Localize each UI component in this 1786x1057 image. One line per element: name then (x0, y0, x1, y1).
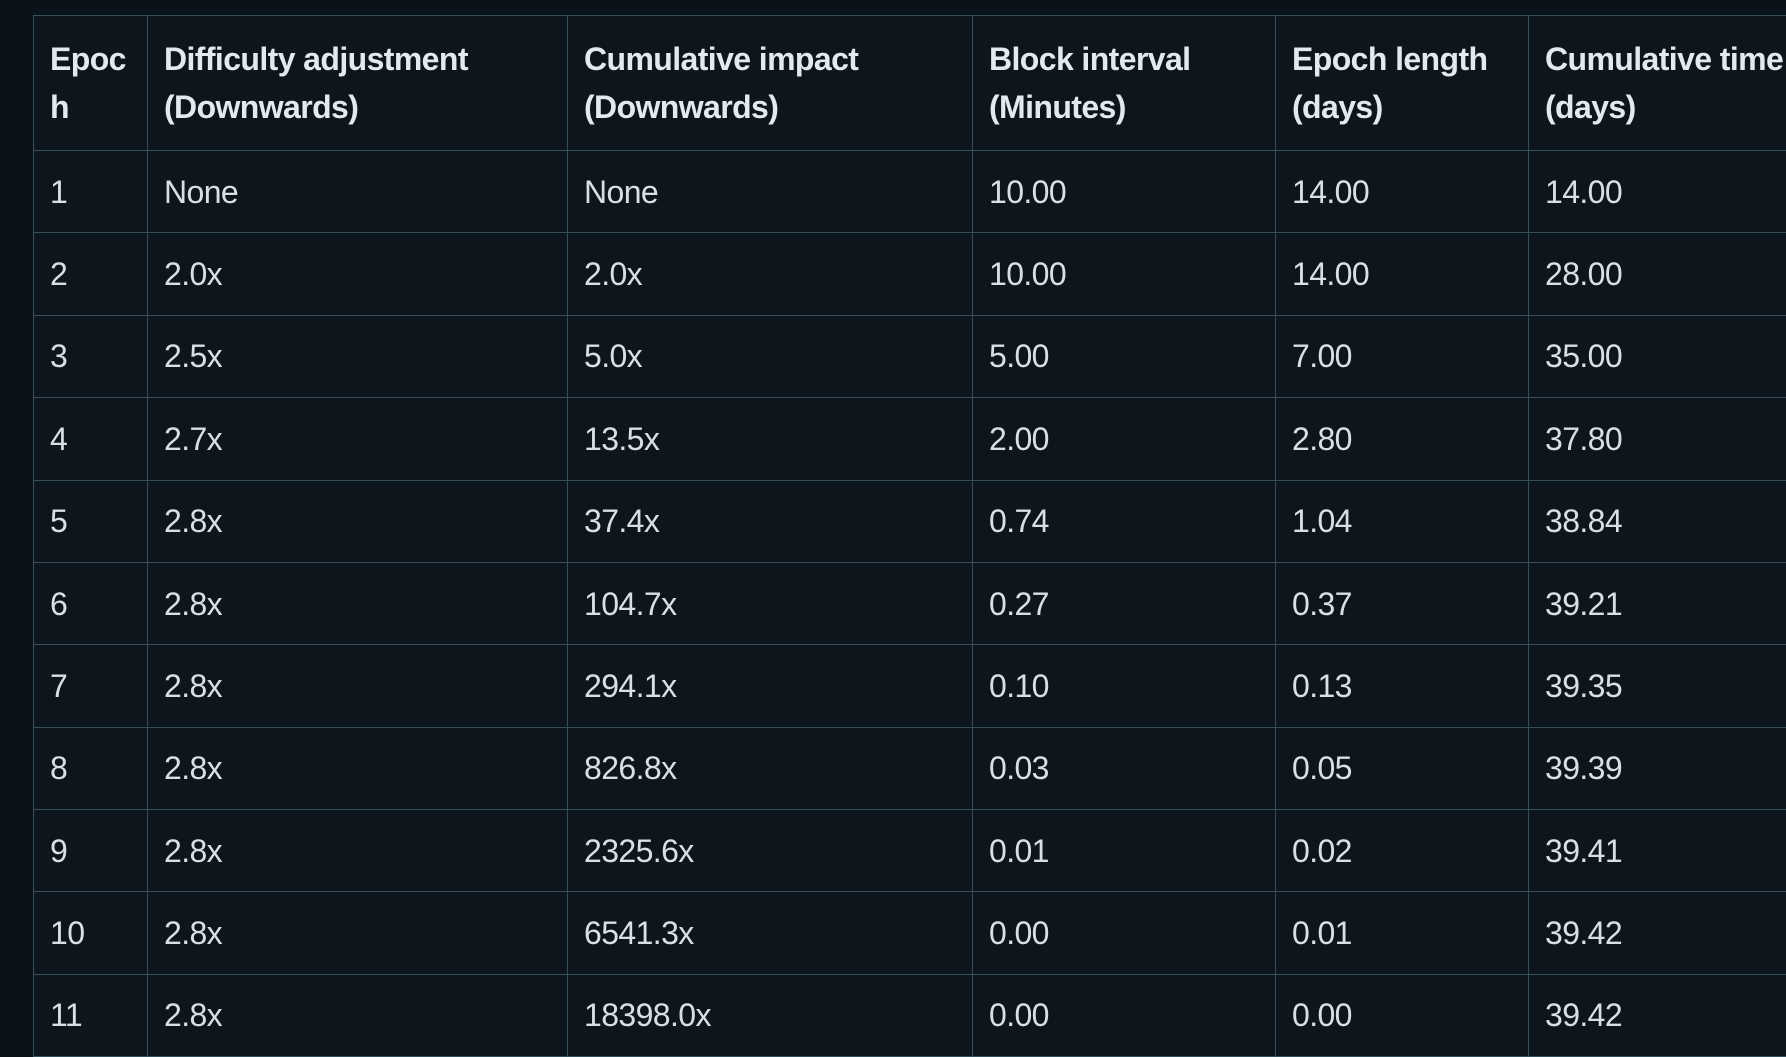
cell-difficulty-adjustment: 2.8x (148, 974, 568, 1056)
cell-block-interval: 0.27 (973, 562, 1276, 644)
cell-epoch: 5 (34, 480, 148, 562)
column-header-epoch-length: Epoch length (days) (1276, 16, 1529, 151)
column-header-cumulative-impact: Cumulative impact (Downwards) (568, 16, 973, 151)
cell-cumulative-impact: 826.8x (568, 727, 973, 809)
cell-difficulty-adjustment: 2.8x (148, 562, 568, 644)
cell-cumulative-time: 28.00 (1529, 233, 1786, 315)
cell-block-interval: 0.03 (973, 727, 1276, 809)
cell-difficulty-adjustment: 2.8x (148, 645, 568, 727)
cell-block-interval: 0.01 (973, 810, 1276, 892)
cell-cumulative-time: 39.42 (1529, 974, 1786, 1056)
cell-cumulative-time: 39.41 (1529, 810, 1786, 892)
cell-difficulty-adjustment: 2.8x (148, 480, 568, 562)
cell-epoch: 6 (34, 562, 148, 644)
cell-epoch: 7 (34, 645, 148, 727)
cell-epoch-length: 0.02 (1276, 810, 1529, 892)
cell-epoch-length: 0.13 (1276, 645, 1529, 727)
cell-epoch: 3 (34, 315, 148, 397)
column-header-cumulative-time: Cumulative time (days) (1529, 16, 1786, 151)
column-header-epoch: Epoch (34, 16, 148, 151)
cell-cumulative-time: 37.80 (1529, 398, 1786, 480)
cell-block-interval: 0.00 (973, 892, 1276, 974)
cell-epoch: 11 (34, 974, 148, 1056)
table-row: 9 2.8x 2325.6x 0.01 0.02 39.41 (34, 810, 1786, 892)
cell-block-interval: 2.00 (973, 398, 1276, 480)
cell-epoch-length: 7.00 (1276, 315, 1529, 397)
table-row: 10 2.8x 6541.3x 0.00 0.01 39.42 (34, 892, 1786, 974)
cell-cumulative-impact: 5.0x (568, 315, 973, 397)
cell-cumulative-time: 35.00 (1529, 315, 1786, 397)
cell-epoch-length: 1.04 (1276, 480, 1529, 562)
cell-cumulative-impact: 13.5x (568, 398, 973, 480)
cell-cumulative-time: 38.84 (1529, 480, 1786, 562)
cell-epoch: 9 (34, 810, 148, 892)
header-row: Epoch Difficulty adjustment (Downwards) … (34, 16, 1786, 151)
table-row: 11 2.8x 18398.0x 0.00 0.00 39.42 (34, 974, 1786, 1056)
cell-block-interval: 10.00 (973, 233, 1276, 315)
cell-epoch-length: 0.37 (1276, 562, 1529, 644)
cell-block-interval: 10.00 (973, 151, 1276, 233)
table-row: 1 None None 10.00 14.00 14.00 (34, 151, 1786, 233)
cell-difficulty-adjustment: None (148, 151, 568, 233)
table-row: 2 2.0x 2.0x 10.00 14.00 28.00 (34, 233, 1786, 315)
cell-epoch: 4 (34, 398, 148, 480)
epochs-table: Epoch Difficulty adjustment (Downwards) … (33, 15, 1786, 1057)
cell-cumulative-time: 14.00 (1529, 151, 1786, 233)
cell-difficulty-adjustment: 2.8x (148, 892, 568, 974)
cell-cumulative-impact: 2325.6x (568, 810, 973, 892)
cell-cumulative-impact: 37.4x (568, 480, 973, 562)
cell-cumulative-time: 39.42 (1529, 892, 1786, 974)
table-row: 8 2.8x 826.8x 0.03 0.05 39.39 (34, 727, 1786, 809)
cell-cumulative-time: 39.39 (1529, 727, 1786, 809)
column-header-block-interval: Block interval (Minutes) (973, 16, 1276, 151)
cell-cumulative-impact: 294.1x (568, 645, 973, 727)
epochs-table-container: Epoch Difficulty adjustment (Downwards) … (33, 15, 1786, 1057)
cell-difficulty-adjustment: 2.7x (148, 398, 568, 480)
cell-difficulty-adjustment: 2.5x (148, 315, 568, 397)
cell-cumulative-time: 39.35 (1529, 645, 1786, 727)
table-row: 4 2.7x 13.5x 2.00 2.80 37.80 (34, 398, 1786, 480)
cell-epoch: 8 (34, 727, 148, 809)
cell-cumulative-impact: 104.7x (568, 562, 973, 644)
cell-cumulative-time: 39.21 (1529, 562, 1786, 644)
cell-block-interval: 5.00 (973, 315, 1276, 397)
cell-epoch: 1 (34, 151, 148, 233)
cell-epoch-length: 0.00 (1276, 974, 1529, 1056)
table-row: 5 2.8x 37.4x 0.74 1.04 38.84 (34, 480, 1786, 562)
cell-difficulty-adjustment: 2.0x (148, 233, 568, 315)
column-header-difficulty-adjustment: Difficulty adjustment (Downwards) (148, 16, 568, 151)
cell-cumulative-impact: 2.0x (568, 233, 973, 315)
cell-difficulty-adjustment: 2.8x (148, 727, 568, 809)
cell-epoch-length: 2.80 (1276, 398, 1529, 480)
table-row: 7 2.8x 294.1x 0.10 0.13 39.35 (34, 645, 1786, 727)
cell-epoch: 2 (34, 233, 148, 315)
cell-cumulative-impact: 18398.0x (568, 974, 973, 1056)
table-row: 6 2.8x 104.7x 0.27 0.37 39.21 (34, 562, 1786, 644)
cell-epoch-length: 14.00 (1276, 151, 1529, 233)
table-row: 3 2.5x 5.0x 5.00 7.00 35.00 (34, 315, 1786, 397)
cell-epoch-length: 0.01 (1276, 892, 1529, 974)
cell-epoch-length: 0.05 (1276, 727, 1529, 809)
cell-block-interval: 0.00 (973, 974, 1276, 1056)
cell-cumulative-impact: None (568, 151, 973, 233)
cell-difficulty-adjustment: 2.8x (148, 810, 568, 892)
cell-epoch-length: 14.00 (1276, 233, 1529, 315)
cell-cumulative-impact: 6541.3x (568, 892, 973, 974)
cell-epoch: 10 (34, 892, 148, 974)
cell-block-interval: 0.74 (973, 480, 1276, 562)
cell-block-interval: 0.10 (973, 645, 1276, 727)
